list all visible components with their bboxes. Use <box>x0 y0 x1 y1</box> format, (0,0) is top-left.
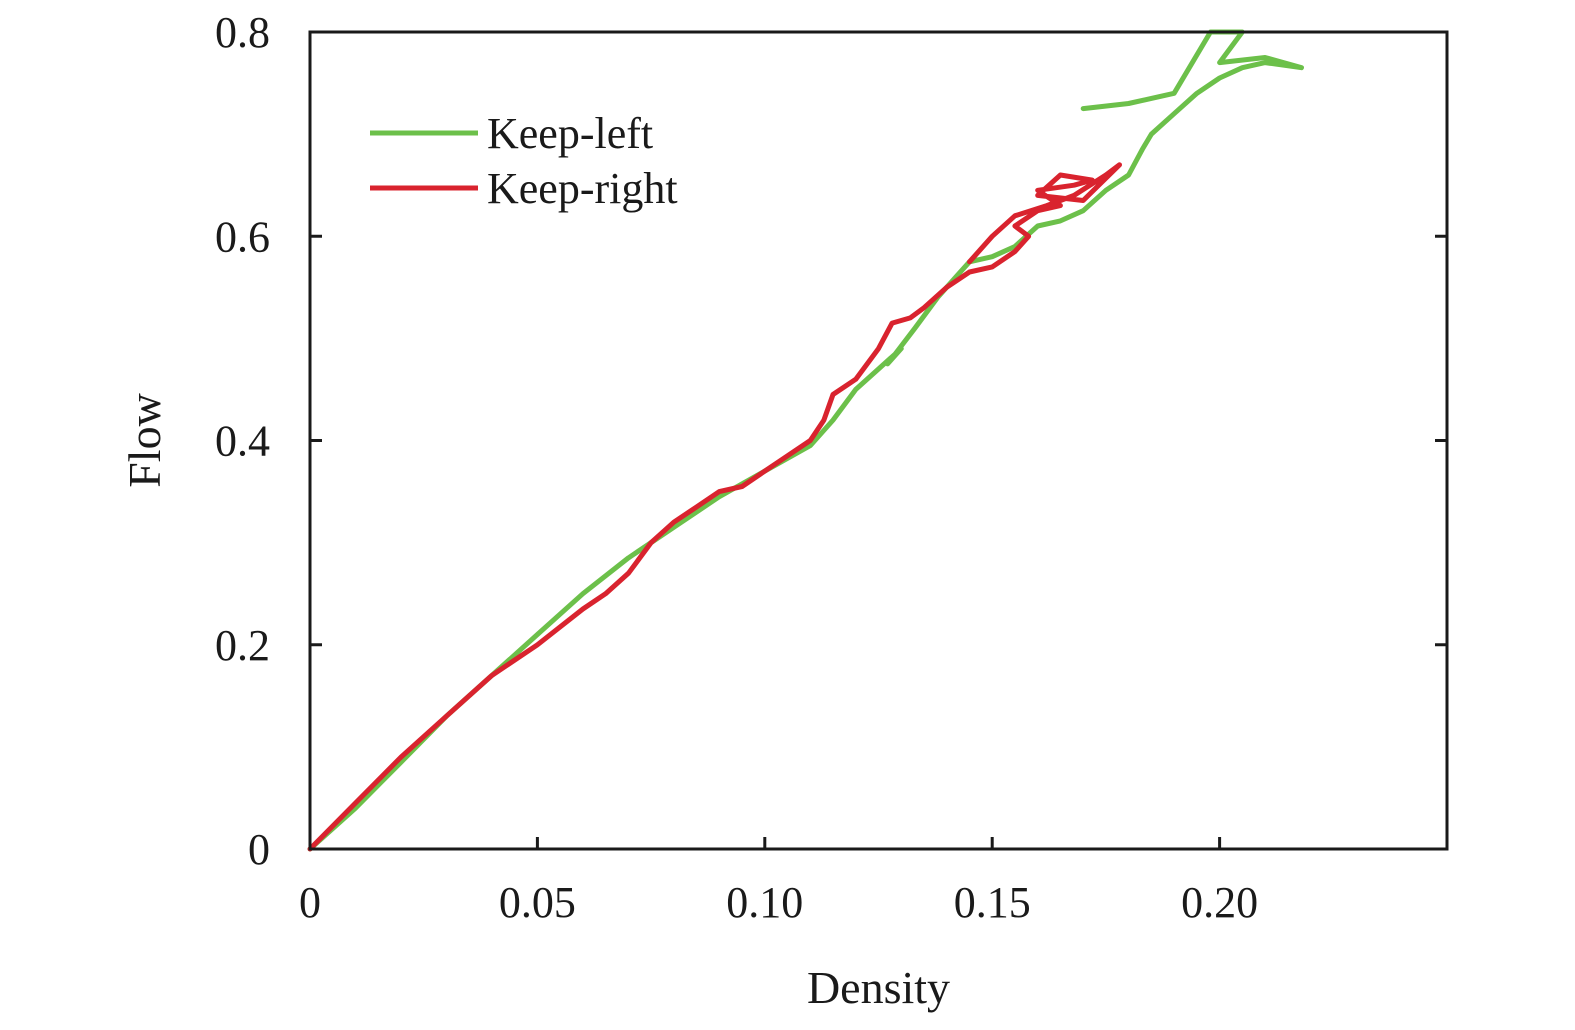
y-tick-label: 0.8 <box>215 8 270 57</box>
y-tick-label: 0.4 <box>215 417 270 466</box>
plot-frame <box>308 30 1449 851</box>
tick-layer <box>308 30 1447 851</box>
x-tick-label: 0.10 <box>726 878 803 927</box>
legend-label-1: Keep-right <box>487 164 678 213</box>
x-axis-title: Density <box>807 962 950 1013</box>
legend: Keep-left Keep-right <box>370 109 678 213</box>
series-layer <box>307 29 1304 852</box>
series-line-1 <box>307 162 1122 852</box>
x-tick-label: 0.15 <box>954 878 1031 927</box>
series-line-0 <box>307 29 1304 852</box>
y-axis-title: Flow <box>119 392 170 487</box>
y-tick-label: 0.6 <box>215 212 270 261</box>
x-tick-label: 0.05 <box>499 878 576 927</box>
y-tick-label: 0.2 <box>215 621 270 670</box>
y-tick-label: 0 <box>248 825 270 874</box>
legend-label-0: Keep-left <box>487 109 653 158</box>
x-tick-label: 0 <box>299 878 321 927</box>
label-layer: 0 0.05 0.10 0.15 0.20 0 0.2 0.4 0.6 0.8 <box>215 8 1258 927</box>
x-tick-label: 0.20 <box>1181 878 1258 927</box>
